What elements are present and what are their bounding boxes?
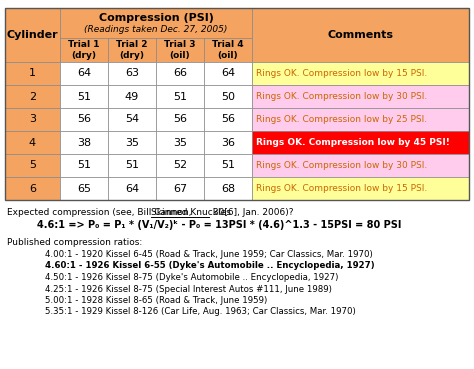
Text: 64: 64: [125, 183, 139, 193]
Bar: [5, 85, 60, 108]
Text: Rings OK. Compression low by 45 PSI!: Rings OK. Compression low by 45 PSI!: [256, 138, 450, 147]
Bar: [156, 108, 204, 131]
Text: 56: 56: [221, 114, 235, 124]
Text: (Readings taken Dec. 27, 2005): (Readings taken Dec. 27, 2005): [84, 24, 228, 34]
Bar: [108, 177, 156, 200]
Text: 6: 6: [29, 183, 36, 193]
Bar: [60, 154, 108, 177]
Text: Compression (PSI): Compression (PSI): [99, 13, 213, 23]
Bar: [204, 108, 252, 131]
Bar: [108, 85, 156, 108]
Text: 50: 50: [221, 92, 235, 101]
Text: 1: 1: [29, 69, 36, 79]
Text: Rings OK. Compression low by 30 PSI.: Rings OK. Compression low by 30 PSI.: [256, 161, 427, 170]
Bar: [204, 85, 252, 108]
Text: Comments: Comments: [328, 30, 393, 40]
Text: 49: 49: [125, 92, 139, 101]
Text: 64: 64: [221, 69, 235, 79]
Text: 5: 5: [29, 161, 36, 170]
Text: 56: 56: [77, 114, 91, 124]
Bar: [5, 177, 60, 200]
Bar: [60, 177, 108, 200]
Bar: [108, 62, 156, 85]
Text: Rings OK. Compression low by 15 PSI.: Rings OK. Compression low by 15 PSI.: [256, 69, 427, 78]
Bar: [108, 131, 156, 154]
Text: Published compression ratios:: Published compression ratios:: [7, 238, 142, 247]
Bar: [204, 131, 252, 154]
Text: Cylinder: Cylinder: [7, 30, 58, 40]
Text: 52: 52: [173, 161, 187, 170]
Bar: [108, 154, 156, 177]
Text: 38: 38: [77, 138, 91, 148]
Text: Trial 2
(dry): Trial 2 (dry): [116, 40, 148, 60]
Bar: [60, 38, 108, 62]
Bar: [156, 177, 204, 200]
Bar: [252, 62, 469, 85]
Bar: [60, 85, 108, 108]
Text: Skinned Knuckles: Skinned Knuckles: [151, 208, 231, 217]
Text: Rings OK. Compression low by 30 PSI.: Rings OK. Compression low by 30 PSI.: [256, 92, 427, 101]
Text: Rings OK. Compression low by 25 PSI.: Rings OK. Compression low by 25 PSI.: [256, 115, 427, 124]
Bar: [156, 85, 204, 108]
Text: Expected compression (see, Bill Cannon,: Expected compression (see, Bill Cannon,: [7, 208, 194, 217]
Bar: [60, 108, 108, 131]
Text: Trial 3
(oil): Trial 3 (oil): [164, 40, 196, 60]
Text: 68: 68: [221, 183, 235, 193]
Bar: [60, 8, 252, 38]
Bar: [204, 38, 252, 62]
Text: 51: 51: [221, 161, 235, 170]
Bar: [108, 38, 156, 62]
Bar: [252, 177, 469, 200]
Text: 51: 51: [125, 161, 139, 170]
Text: 35: 35: [173, 138, 187, 148]
Text: 51: 51: [173, 92, 187, 101]
Bar: [204, 154, 252, 177]
Text: Rings OK. Compression low by 15 PSI.: Rings OK. Compression low by 15 PSI.: [256, 184, 427, 193]
Bar: [252, 131, 469, 154]
Text: 4.50:1 - 1926 Kissel 8-75 (Dyke's Automobile .. Encyclopedia, 1927): 4.50:1 - 1926 Kissel 8-75 (Dyke's Automo…: [45, 273, 338, 282]
Bar: [204, 177, 252, 200]
Bar: [252, 154, 469, 177]
Text: 4.6:1 => P₀ = P₁ * (V₁/V₂)ᵏ - P₀ = 13PSI * (4.6)^1.3 - 15PSI = 80 PSI: 4.6:1 => P₀ = P₁ * (V₁/V₂)ᵏ - P₀ = 13PSI…: [37, 220, 401, 230]
Text: 4.25:1 - 1926 Kissel 8-75 (Special Interest Autos #111, June 1989): 4.25:1 - 1926 Kissel 8-75 (Special Inter…: [45, 284, 332, 293]
Bar: [204, 62, 252, 85]
Text: 51: 51: [77, 161, 91, 170]
Text: Trial 4
(oil): Trial 4 (oil): [212, 40, 244, 60]
Text: 3: 3: [29, 114, 36, 124]
Text: 5.00:1 - 1928 Kissel 8-65 (Road & Track, June 1959): 5.00:1 - 1928 Kissel 8-65 (Road & Track,…: [45, 296, 267, 305]
Bar: [252, 8, 469, 62]
Bar: [60, 62, 108, 85]
Bar: [5, 131, 60, 154]
Bar: [5, 8, 60, 62]
Text: 67: 67: [173, 183, 187, 193]
Bar: [5, 154, 60, 177]
Text: 51: 51: [77, 92, 91, 101]
Text: 30[6], Jan. 2006)?: 30[6], Jan. 2006)?: [210, 208, 293, 217]
Text: 4.00:1 - 1920 Kissel 6-45 (Road & Track, June 1959; Car Classics, Mar. 1970): 4.00:1 - 1920 Kissel 6-45 (Road & Track,…: [45, 250, 373, 259]
Bar: [60, 131, 108, 154]
Bar: [156, 38, 204, 62]
Bar: [108, 108, 156, 131]
Bar: [5, 8, 469, 200]
Bar: [5, 62, 60, 85]
Text: 64: 64: [77, 69, 91, 79]
Bar: [156, 131, 204, 154]
Bar: [156, 62, 204, 85]
Text: 5.35:1 - 1929 Kissel 8-126 (Car Life, Aug. 1963; Car Classics, Mar. 1970): 5.35:1 - 1929 Kissel 8-126 (Car Life, Au…: [45, 307, 356, 317]
Text: 35: 35: [125, 138, 139, 148]
Text: 4: 4: [29, 138, 36, 148]
Text: 4.60:1 - 1926 Kissel 6-55 (Dyke's Automobile .. Encyclopedia, 1927): 4.60:1 - 1926 Kissel 6-55 (Dyke's Automo…: [45, 262, 374, 270]
Text: 36: 36: [221, 138, 235, 148]
Bar: [252, 108, 469, 131]
Text: Trial 1
(dry): Trial 1 (dry): [68, 40, 100, 60]
Text: 56: 56: [173, 114, 187, 124]
Bar: [5, 108, 60, 131]
Text: 63: 63: [125, 69, 139, 79]
Bar: [156, 154, 204, 177]
Bar: [252, 85, 469, 108]
Text: 2: 2: [29, 92, 36, 101]
Text: 65: 65: [77, 183, 91, 193]
Text: 54: 54: [125, 114, 139, 124]
Text: 66: 66: [173, 69, 187, 79]
